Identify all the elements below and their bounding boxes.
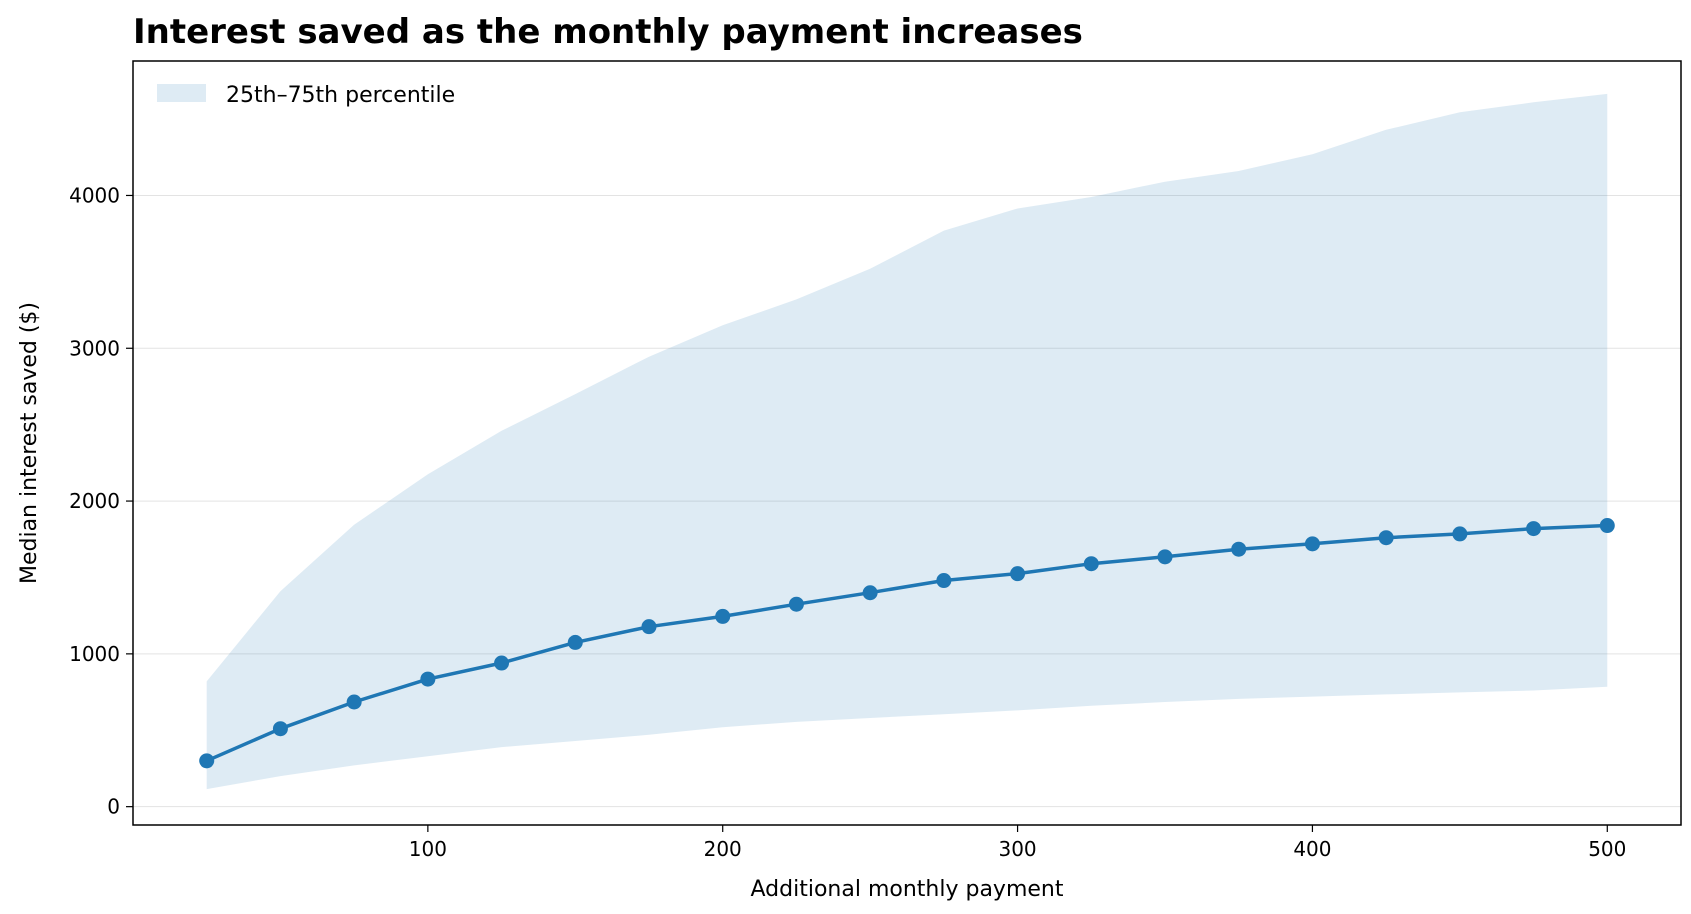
line-layer <box>206 523 1608 763</box>
x-tick-label: 500 <box>1588 837 1626 861</box>
y-tick-label: 3000 <box>69 336 120 360</box>
median-line <box>206 523 1608 763</box>
y-tick-label: 2000 <box>69 489 120 513</box>
y-tick-label: 1000 <box>69 642 120 666</box>
median-point <box>1231 541 1247 557</box>
x-tick-label: 100 <box>409 837 447 861</box>
median-point <box>715 608 731 624</box>
median-point <box>641 619 657 635</box>
median-point <box>199 753 215 769</box>
median-point <box>1526 521 1542 537</box>
band-layer <box>206 93 1608 790</box>
y-tick-label: 4000 <box>69 183 120 207</box>
marker-layer <box>199 518 1615 769</box>
plot-frame <box>132 60 1682 826</box>
x-tick-label: 300 <box>998 837 1036 861</box>
chart-title: Interest saved as the monthly payment in… <box>133 12 1083 52</box>
y-axis-label: Median interest saved ($) <box>17 302 42 584</box>
median-point <box>936 573 952 589</box>
x-tick-label: 400 <box>1293 837 1331 861</box>
median-point <box>1378 530 1394 546</box>
median-point <box>788 596 804 612</box>
median-point <box>420 671 436 687</box>
median-point <box>1304 536 1320 552</box>
y-axis-ticks: 0 1000 2000 3000 4000 <box>69 183 133 819</box>
median-point <box>567 634 583 650</box>
median-point <box>862 585 878 601</box>
legend-label-band: 25th–75th percentile <box>226 83 455 108</box>
median-point <box>1083 556 1099 572</box>
legend-swatch-band <box>157 84 206 102</box>
median-point <box>1010 566 1026 582</box>
x-axis-ticks: 100 200 300 400 500 <box>409 825 1626 861</box>
median-point <box>1599 518 1615 534</box>
x-axis-label: Additional monthly payment <box>751 877 1064 902</box>
percentile-band <box>206 93 1608 790</box>
median-point <box>346 694 362 710</box>
y-tick-label: 0 <box>107 795 120 819</box>
grid-layer <box>133 194 1681 808</box>
median-point <box>1452 526 1468 542</box>
legend: 25th–75th percentile <box>157 83 455 108</box>
median-point <box>272 721 288 737</box>
median-point <box>1157 549 1173 565</box>
x-tick-label: 200 <box>704 837 742 861</box>
median-point <box>494 655 510 671</box>
